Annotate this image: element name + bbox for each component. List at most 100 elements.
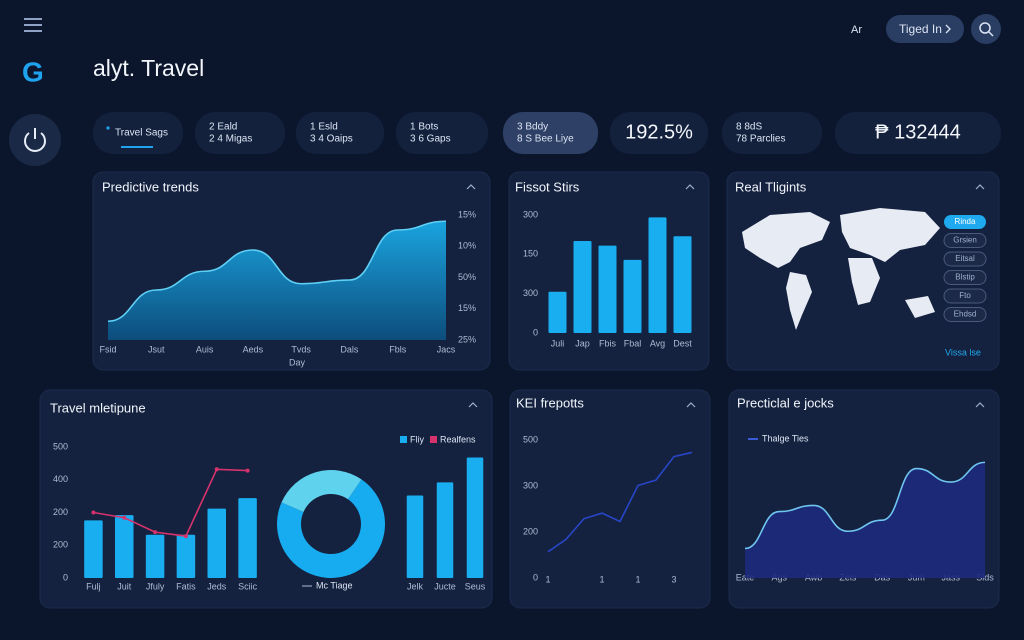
collapse-icon[interactable] <box>686 402 696 408</box>
region-label[interactable]: Ehdsd <box>954 310 977 319</box>
app-title: alyt. Travel <box>93 55 204 81</box>
panel-title: KEI frepotts <box>516 395 584 410</box>
area-line <box>744 461 986 550</box>
collapse-icon[interactable] <box>466 184 476 190</box>
donut-slice <box>276 479 385 578</box>
region-button[interactable] <box>943 270 987 285</box>
x-tick-label: Fbis <box>599 338 617 348</box>
y-tick-label: 500 <box>53 441 68 451</box>
x-tick-label: Tvds <box>291 344 311 354</box>
bar <box>623 259 642 333</box>
donut-slice <box>281 470 362 513</box>
kpi-tab[interactable] <box>396 112 488 154</box>
panel-title: Precticlal e jocks <box>737 395 834 410</box>
y-tick-label: 15% <box>458 303 476 313</box>
y-tick-label: 200 <box>53 540 68 550</box>
x-tick-label: 1 <box>635 574 640 584</box>
language[interactable]: Ar <box>851 24 862 36</box>
x-tick-label: 3 <box>671 574 676 584</box>
bar <box>548 291 567 333</box>
donut-label: Mc Tiage <box>316 580 353 590</box>
search-icon <box>988 31 994 37</box>
y-tick-label: 500 <box>523 434 538 444</box>
kpi-tab[interactable] <box>610 112 708 154</box>
bar <box>406 495 424 578</box>
area <box>108 221 446 340</box>
collapse-icon[interactable] <box>975 402 985 408</box>
region-button[interactable] <box>944 215 986 229</box>
map-landmass <box>786 272 812 330</box>
legend-label: Fliy <box>410 434 424 444</box>
login-button[interactable] <box>886 15 964 43</box>
collapse-icon[interactable] <box>975 184 985 190</box>
login-label[interactable]: Tiged In <box>899 22 942 36</box>
power-icon <box>24 132 46 152</box>
panel-title: Travel mletipune <box>50 400 146 415</box>
legend-swatch <box>400 436 407 443</box>
collapse-icon[interactable] <box>685 184 695 190</box>
map-landmass <box>905 296 935 318</box>
legend-label: Realfens <box>440 434 476 444</box>
region-label[interactable]: Fto <box>959 291 971 300</box>
collapse-icon[interactable] <box>468 402 478 408</box>
chevron <box>945 24 951 34</box>
region-label[interactable]: Rinda <box>955 217 976 226</box>
map-link[interactable]: Vissa lse <box>945 347 981 357</box>
region-button[interactable] <box>943 251 987 267</box>
region-label[interactable]: Grsien <box>953 236 977 245</box>
y-tick-label: 200 <box>53 507 68 517</box>
kpi-label: 78 Parclies <box>736 134 785 145</box>
kpi-label: 3 Bddy <box>517 122 548 133</box>
kpi-label: 2 4 Migas <box>209 134 252 145</box>
region-label[interactable]: Blstip <box>955 273 975 282</box>
tab-dot <box>106 126 110 130</box>
kpi-tab[interactable] <box>195 112 285 154</box>
region-button[interactable] <box>943 288 987 304</box>
region-button[interactable] <box>943 307 987 322</box>
panel-title: Fissot Stirs <box>515 179 580 194</box>
legend-label: Thalge Ties <box>762 433 809 443</box>
x-tick-label: Slds <box>976 572 994 582</box>
x-tick-label: 1 <box>545 574 550 584</box>
y-tick-label: 400 <box>53 474 68 484</box>
kpi-tab[interactable] <box>722 112 822 154</box>
search-button[interactable] <box>971 14 1001 44</box>
x-tick-label: Fbls <box>389 344 407 354</box>
kpi-tab[interactable] <box>835 112 1001 154</box>
menu-icon[interactable] <box>24 18 42 32</box>
x-tick-label: Avg <box>650 338 665 348</box>
x-tick-label: Juit <box>117 581 132 591</box>
y-tick-label: 300 <box>523 480 538 490</box>
y-tick-label: 0 <box>63 572 68 582</box>
power-button[interactable] <box>9 114 61 166</box>
kpi-tab[interactable] <box>296 112 384 154</box>
y-tick-label: 0 <box>533 572 538 582</box>
kpi-tab[interactable] <box>93 112 183 154</box>
y-tick-label: 50% <box>458 272 476 282</box>
kpi-label: 3 4 Oaips <box>310 134 353 145</box>
bar <box>207 508 226 578</box>
bar <box>145 534 165 578</box>
kpi-label: 8 8dS <box>736 122 762 133</box>
y-tick-label: 300 <box>523 209 538 219</box>
bar <box>115 515 134 578</box>
kpi-tab[interactable] <box>503 112 598 154</box>
x-tick-label: Auis <box>196 344 214 354</box>
x-tick-label: Jsut <box>148 344 165 354</box>
line <box>547 451 693 553</box>
x-tick-label: Jfuly <box>146 581 165 591</box>
map-landmass <box>840 208 940 262</box>
region-button[interactable] <box>943 233 987 248</box>
x-tick-label: Dest <box>673 338 692 348</box>
y-tick-label: 150 <box>523 249 538 259</box>
region-label[interactable]: Eitsal <box>955 254 975 263</box>
kpi-label: 3 6 Gaps <box>410 134 451 145</box>
line-point <box>91 510 96 515</box>
bar <box>673 236 692 333</box>
map-landmass <box>742 212 830 268</box>
line-point <box>153 530 158 535</box>
search-icon <box>979 22 991 34</box>
y-tick-label: 15% <box>458 209 476 219</box>
bar <box>598 245 617 333</box>
